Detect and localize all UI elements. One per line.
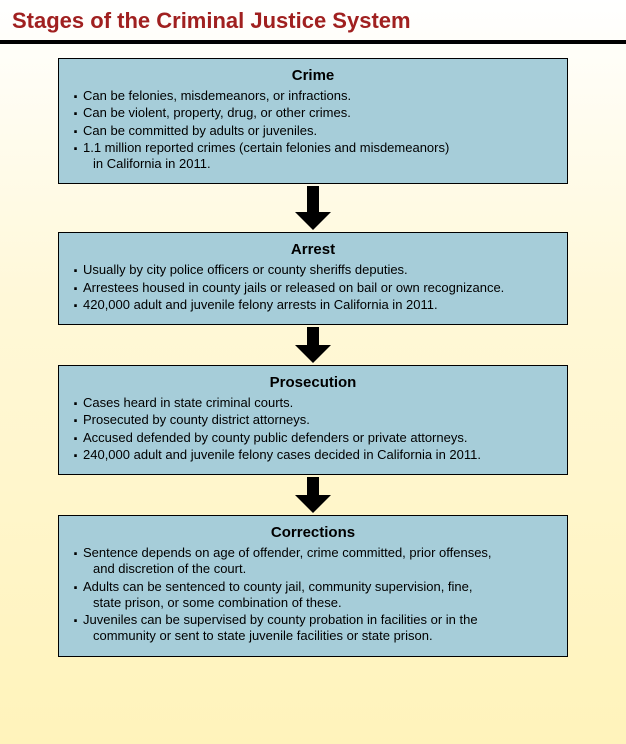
stage-list: Usually by city police officers or count… [73, 262, 553, 313]
stage-list: Cases heard in state criminal courts.Pro… [73, 395, 553, 463]
stage-bullet: Adults can be sentenced to county jail, … [73, 579, 553, 612]
stage-box: Corrections Sentence depends on age of of… [58, 515, 568, 657]
stage-title: Corrections [73, 524, 553, 541]
stage-list: Sentence depends on age of offender, cri… [73, 545, 553, 645]
stage-box: Arrest Usually by city police officers or… [58, 232, 568, 325]
stage-bullet-cont: state prison, or some combination of the… [83, 595, 553, 611]
arrow-down-icon [295, 477, 331, 513]
stage-bullet: Arrestees housed in county jails or rele… [73, 280, 553, 296]
arrow-down-icon [295, 327, 331, 363]
stage-bullet: 240,000 adult and juvenile felony cases … [73, 447, 553, 463]
stage-box: Crime Can be felonies, misdemeanors, or i… [58, 58, 568, 184]
stage-bullet: Can be violent, property, drug, or other… [73, 105, 553, 121]
stage-bullet: 1.1 million reported crimes (certain fel… [73, 140, 553, 173]
stage-bullet: 420,000 adult and juvenile felony arrest… [73, 297, 553, 313]
stage-bullet: Juveniles can be supervised by county pr… [73, 612, 553, 645]
stage-bullet: Prosecuted by county district attorneys. [73, 412, 553, 428]
stage-title: Crime [73, 67, 553, 84]
stage-box: Prosecution Cases heard in state criminal… [58, 365, 568, 475]
stage-bullet-cont: and discretion of the court. [83, 561, 553, 577]
stage-bullet-cont: in California in 2011. [83, 156, 553, 172]
stage-bullet-cont: community or sent to state juvenile faci… [83, 628, 553, 644]
stage-bullet: Usually by city police officers or count… [73, 262, 553, 278]
page-title: Stages of the Criminal Justice System [0, 0, 626, 40]
stage-title: Prosecution [73, 374, 553, 391]
stage-bullet: Sentence depends on age of offender, cri… [73, 545, 553, 578]
arrow-down-icon [295, 186, 331, 230]
stage-bullet: Can be committed by adults or juveniles. [73, 123, 553, 139]
stage-list: Can be felonies, misdemeanors, or infrac… [73, 88, 553, 172]
title-divider [0, 40, 626, 44]
stage-title: Arrest [73, 241, 553, 258]
stage-bullet: Accused defended by county public defend… [73, 430, 553, 446]
stage-bullet: Can be felonies, misdemeanors, or infrac… [73, 88, 553, 104]
flowchart: Crime Can be felonies, misdemeanors, or i… [0, 58, 626, 657]
stage-bullet: Cases heard in state criminal courts. [73, 395, 553, 411]
